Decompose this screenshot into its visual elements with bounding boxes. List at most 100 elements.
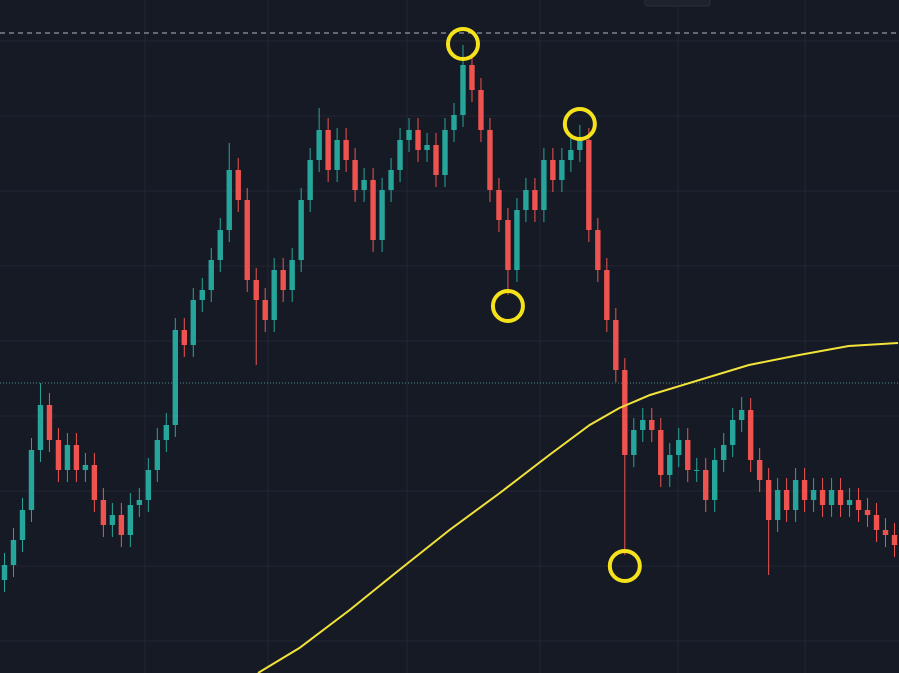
- candle-body: [451, 115, 457, 130]
- candle-body: [1, 565, 8, 580]
- candle-body: [145, 470, 152, 500]
- candle-body: [819, 490, 826, 505]
- candle-body: [73, 445, 80, 470]
- candle-body: [37, 405, 44, 450]
- candle-body: [235, 170, 241, 200]
- highlight-marker: [607, 549, 642, 583]
- candle-body: [370, 180, 376, 240]
- candle-body: [199, 290, 205, 300]
- candle-body: [181, 330, 187, 345]
- candle-body: [747, 410, 754, 460]
- candle-body: [415, 130, 421, 150]
- candle-body: [523, 190, 529, 210]
- candle-body: [118, 515, 125, 535]
- candle-body: [127, 505, 134, 535]
- candle-body: [10, 540, 17, 565]
- candle-body: [217, 230, 223, 260]
- candle-body: [532, 190, 538, 210]
- candle-body: [91, 465, 98, 500]
- candle-body: [774, 490, 781, 520]
- candle-body: [640, 420, 646, 430]
- candle-body: [361, 180, 367, 190]
- candle-body: [64, 445, 71, 470]
- candle-body: [729, 420, 736, 445]
- candle-body: [676, 440, 682, 455]
- candle-body: [316, 130, 322, 160]
- candle-body: [55, 440, 62, 470]
- candle-body: [694, 470, 700, 471]
- candle-body: [154, 440, 161, 470]
- candle-body: [541, 160, 547, 210]
- candle-body: [712, 460, 718, 500]
- candle-body: [307, 160, 313, 200]
- candle-body: [163, 425, 170, 440]
- candle-body: [882, 530, 889, 535]
- candle-body: [604, 270, 610, 320]
- candle-body: [837, 490, 844, 505]
- candle-body: [855, 500, 862, 510]
- candle-body: [505, 220, 511, 270]
- candle-body: [298, 200, 304, 260]
- candle-body: [460, 65, 466, 115]
- candle-body: [424, 145, 430, 150]
- candle-body: [559, 160, 565, 180]
- candles: [1, 45, 898, 592]
- candle-body: [253, 280, 259, 300]
- candle-body: [388, 170, 394, 190]
- toolbar-tab[interactable]: [644, 0, 711, 7]
- candle-body: [586, 140, 592, 230]
- moving-average: [257, 342, 899, 673]
- candle-body: [397, 140, 403, 170]
- candle-body: [577, 140, 583, 150]
- candle-body: [226, 170, 232, 230]
- candle-body: [28, 450, 35, 510]
- candle-body: [801, 480, 808, 500]
- candle-body: [82, 465, 89, 470]
- candle-body: [658, 430, 664, 475]
- candle-body: [325, 130, 331, 170]
- highlight-marker: [562, 107, 597, 141]
- candle-body: [846, 500, 853, 505]
- candle-body: [379, 190, 385, 240]
- candle-body: [595, 230, 601, 270]
- candle-body: [271, 270, 277, 320]
- candle-body: [568, 150, 574, 160]
- candle-body: [550, 160, 556, 180]
- candle-body: [720, 445, 727, 460]
- candle-body: [613, 320, 619, 370]
- candle-body: [352, 160, 358, 190]
- candle-body: [406, 130, 412, 140]
- candle-body: [873, 515, 880, 530]
- candle-body: [667, 455, 673, 475]
- candle-body: [262, 300, 268, 320]
- candle-body: [469, 65, 475, 90]
- candle-body: [487, 130, 493, 190]
- candle-body: [496, 190, 502, 220]
- candle-body: [289, 260, 295, 290]
- candle-body: [649, 420, 655, 430]
- candle-body: [514, 210, 520, 270]
- candle-body: [190, 300, 196, 345]
- candle-body: [334, 140, 340, 170]
- candle-body: [136, 500, 143, 505]
- candle-body: [685, 440, 691, 470]
- candle-body: [343, 140, 349, 160]
- candle-body: [738, 410, 745, 420]
- candle-body: [172, 330, 179, 425]
- candle-body: [864, 510, 871, 515]
- candle-body: [792, 480, 799, 510]
- candle-body: [100, 500, 107, 525]
- candle-body: [765, 480, 772, 520]
- candle-body: [828, 490, 835, 505]
- candle-body: [810, 490, 817, 500]
- candle-body: [19, 510, 26, 540]
- candle-body: [280, 270, 286, 290]
- candle-body: [703, 470, 709, 500]
- candle-body: [478, 90, 484, 130]
- highlight-marker: [490, 289, 525, 323]
- candle-body: [756, 460, 763, 480]
